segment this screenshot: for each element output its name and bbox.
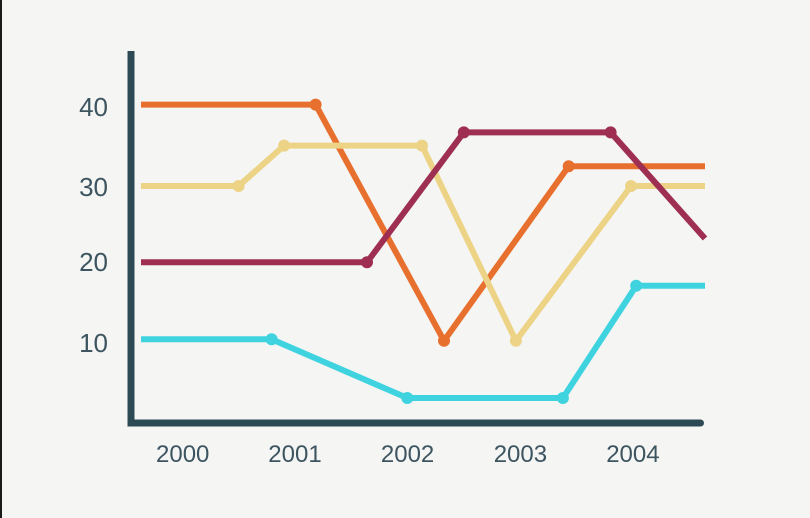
svg-text:40: 40 xyxy=(79,92,108,122)
svg-text:2003: 2003 xyxy=(494,441,547,468)
svg-text:30: 30 xyxy=(79,172,108,202)
svg-text:10: 10 xyxy=(79,328,108,358)
svg-text:2002: 2002 xyxy=(381,441,434,468)
svg-text:2001: 2001 xyxy=(268,441,321,468)
svg-text:2000: 2000 xyxy=(156,441,209,468)
svg-text:2004: 2004 xyxy=(606,441,659,468)
svg-text:20: 20 xyxy=(79,247,108,277)
